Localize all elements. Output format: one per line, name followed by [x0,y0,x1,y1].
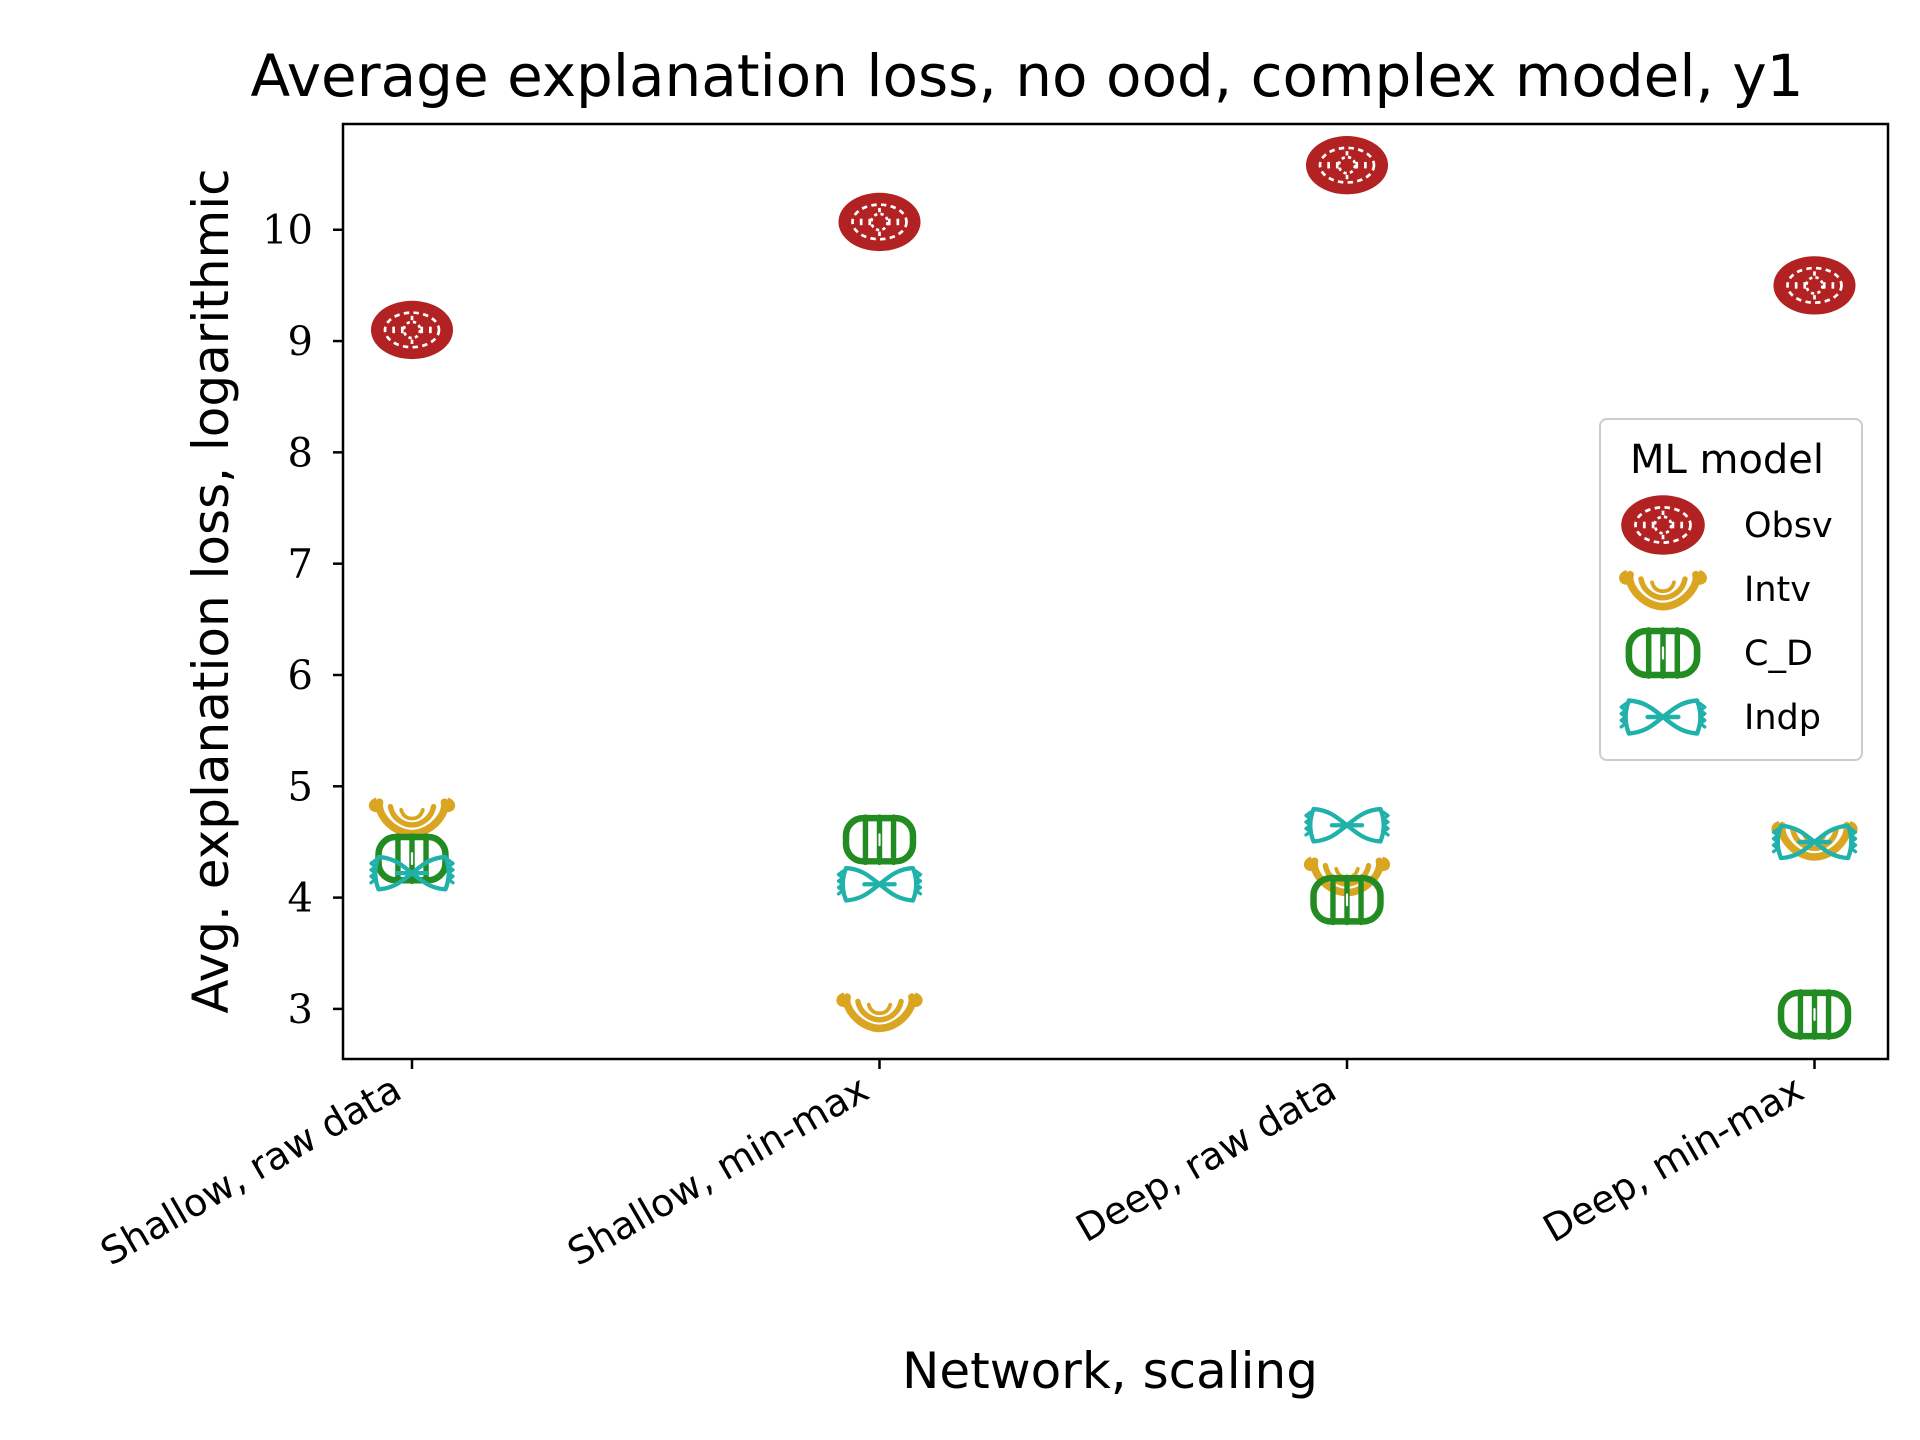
data-point-intv [836,992,923,1033]
x-tick-label: Shallow, raw data [93,1067,408,1274]
data-point-indp [1304,806,1390,844]
data-point-c-d [842,814,917,866]
legend-title: ML model [1630,437,1824,483]
data-point-obsv [1773,256,1856,315]
chart-title: Average explanation loss, no ood, comple… [250,42,1803,110]
legend-marker-intv [1619,569,1707,611]
y-tick-label: 10 [262,208,313,254]
legend-label: Obsv [1744,506,1833,546]
x-tick-label: Deep, min-max [1536,1067,1811,1251]
legend-label: C_D [1744,634,1813,674]
legend-label: Indp [1744,698,1821,738]
legend: ML model Obsv Intv C_D Indp [1599,418,1863,761]
x-tick-label: Deep, raw data [1069,1067,1344,1251]
x-tick-label: Shallow, min-max [560,1067,876,1275]
data-point-c-d [1310,874,1384,926]
y-tick-label: 3 [288,987,313,1033]
legend-label: Intv [1744,570,1811,610]
x-axis: Shallow, raw data Shallow, min-max Deep, r… [93,1059,1816,1275]
plot-area-frame [341,122,1890,1061]
data-point-obsv [838,192,921,252]
legend-marker-c-d [1625,627,1701,679]
x-axis-label: Network, scaling [902,1342,1318,1400]
legend-marker-obsv [1621,495,1705,555]
data-point-intv [1771,821,1858,861]
data-point-indp [1771,823,1858,861]
y-axis-label: Avg. explanation loss, logarithmic [182,168,240,1013]
y-tick-label: 8 [288,430,313,476]
data-point-obsv [370,300,454,360]
legend-marker-indp [1619,698,1707,736]
y-tick-label: 6 [288,653,313,699]
data-point-obsv [1305,136,1389,195]
data-point-intv [368,797,456,838]
data-point-indp [369,854,455,892]
y-tick-label: 5 [288,764,313,810]
y-tick-label: 4 [288,876,313,922]
data-point-c-d [1777,989,1852,1040]
data-markers [368,136,1858,1040]
y-axis: 3 4 5 6 7 8 9 10 [262,208,343,1033]
data-point-indp [836,865,923,903]
y-tick-label: 9 [288,319,313,365]
y-tick-label: 7 [288,542,313,588]
